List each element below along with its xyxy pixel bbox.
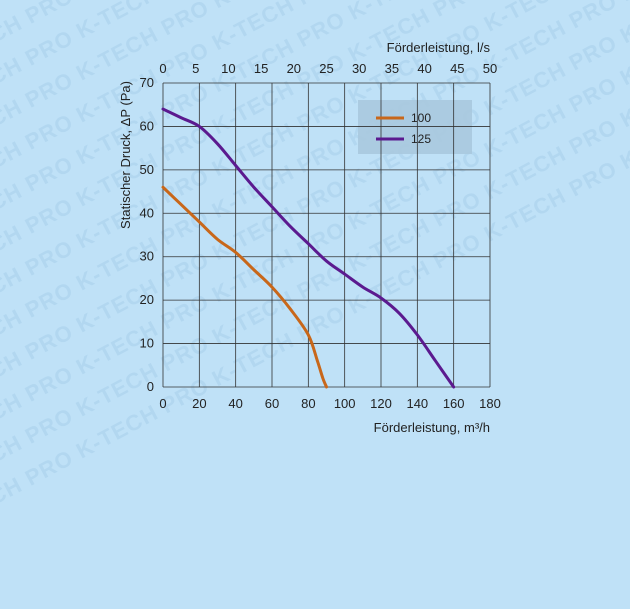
x-tick-label-bottom: 160 <box>443 396 465 411</box>
x-tick-label-bottom: 120 <box>370 396 392 411</box>
x-tick-label-bottom: 60 <box>265 396 279 411</box>
legend-box <box>358 100 472 154</box>
y-tick-label: 60 <box>140 118 154 133</box>
x-axis-label-bottom: Förderleistung, m³/h <box>374 420 490 435</box>
x-tick-label-top: 15 <box>254 61 268 76</box>
y-ticks: 0 10 20 30 40 50 60 70 <box>140 75 154 394</box>
x-tick-label-bottom: 180 <box>479 396 501 411</box>
x-tick-label-top: 50 <box>483 61 497 76</box>
x-tick-label-bottom: 20 <box>192 396 206 411</box>
series-layer <box>161 107 456 389</box>
x-tick-label-top: 25 <box>319 61 333 76</box>
series-line-125 <box>161 107 456 389</box>
x-tick-label-top: 35 <box>385 61 399 76</box>
x-ticks-bottom: 0 20 40 60 80 100 120 140 160 180 <box>159 396 500 411</box>
y-tick-label: 70 <box>140 75 154 90</box>
chart: 0 20 40 60 80 100 120 140 160 180 0 5 10 15 20 25 30 35 4… <box>118 40 501 435</box>
y-tick-label: 50 <box>140 162 154 177</box>
x-tick-label-top: 5 <box>192 61 199 76</box>
x-tick-label-top: 45 <box>450 61 464 76</box>
y-tick-label: 10 <box>140 336 154 351</box>
series-line-100 <box>161 185 328 389</box>
x-tick-label-top: 20 <box>287 61 301 76</box>
y-tick-label: 40 <box>140 205 154 220</box>
x-tick-label-top: 0 <box>159 61 166 76</box>
x-axis-label-top: Förderleistung, l/s <box>387 40 491 55</box>
y-axis-label: Statischer Druck, ΔP (Pa) <box>118 81 133 229</box>
x-tick-label-top: 30 <box>352 61 366 76</box>
y-tick-label: 0 <box>147 379 154 394</box>
y-tick-label: 30 <box>140 249 154 264</box>
x-tick-label-top: 10 <box>221 61 235 76</box>
x-tick-label-bottom: 0 <box>159 396 166 411</box>
legend-label-100: 100 <box>411 111 431 125</box>
x-ticks-top: 0 5 10 15 20 25 30 35 40 45 50 <box>159 61 497 76</box>
x-tick-label-bottom: 100 <box>334 396 356 411</box>
y-tick-label: 20 <box>140 292 154 307</box>
legend-label-125: 125 <box>411 132 431 146</box>
x-tick-label-bottom: 40 <box>228 396 242 411</box>
x-tick-label-top: 40 <box>417 61 431 76</box>
x-tick-label-bottom: 140 <box>406 396 428 411</box>
legend-items: 100 125 <box>376 111 431 146</box>
x-tick-label-bottom: 80 <box>301 396 315 411</box>
